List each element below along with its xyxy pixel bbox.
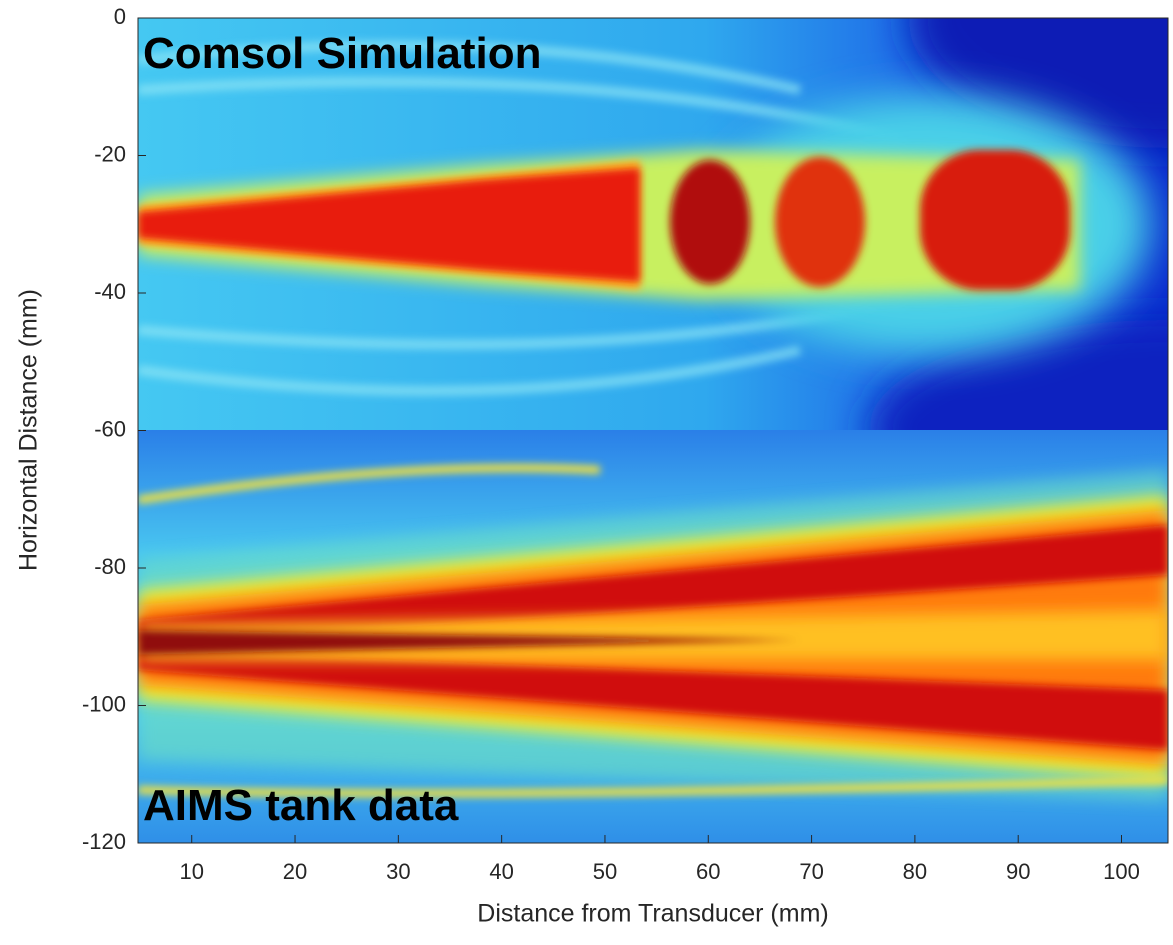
x-tick-label: 100 [1103,859,1140,884]
x-tick-label: 70 [799,859,823,884]
y-tick-label: -60 [94,416,126,441]
x-tick-label: 30 [386,859,410,884]
y-tick-label: -40 [94,279,126,304]
x-tick-label: 10 [179,859,203,884]
y-tick-label: -20 [94,141,126,166]
heatmap [138,18,1168,843]
x-tick-label: 60 [696,859,720,884]
annotation: Comsol Simulation [143,29,541,78]
y-tick-label: 0 [114,4,126,29]
x-tick-label: 80 [903,859,927,884]
x-tick-label: 20 [283,859,307,884]
y-axis-label: Horizontal Distance (mm) [15,289,43,571]
x-tick-label: 40 [489,859,513,884]
y-tick-label: -80 [94,554,126,579]
y-tick-label: -100 [82,691,126,716]
y-tick-label: -120 [82,829,126,854]
annotation: AIMS tank data [143,781,459,830]
x-tick-label: 50 [593,859,617,884]
x-axis-label: Distance from Transducer (mm) [477,900,828,928]
x-tick-label: 90 [1006,859,1030,884]
